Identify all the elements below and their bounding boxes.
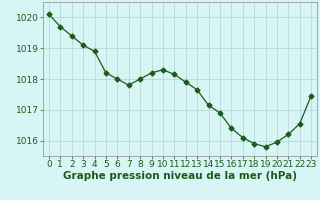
X-axis label: Graphe pression niveau de la mer (hPa): Graphe pression niveau de la mer (hPa) — [63, 171, 297, 181]
